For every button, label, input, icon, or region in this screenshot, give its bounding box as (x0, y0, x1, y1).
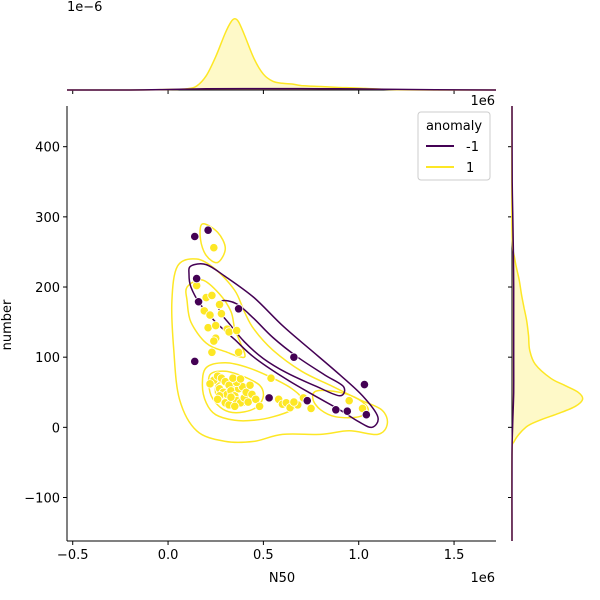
marginal-x-fill-pos (67, 18, 496, 91)
y-tick-label: 0 (52, 421, 60, 436)
x-axis-label: N50 (269, 571, 295, 586)
point-neg (264, 393, 274, 403)
contour-pos (311, 389, 370, 419)
point-neg (289, 352, 299, 362)
marginal-y-curve-pos (511, 105, 584, 542)
marginal-x-axes (66, 18, 497, 94)
x-tick-label: −0.5 (57, 548, 89, 563)
point-neg (192, 273, 202, 284)
x-tick-label: 1.5 (444, 548, 465, 563)
point-pos (344, 396, 354, 406)
y-axis-label: number (0, 299, 15, 350)
contour-pos (185, 279, 246, 359)
point-pos (213, 394, 223, 404)
legend: anomaly -1 1 (417, 111, 491, 181)
x-tick-label: 0.5 (253, 548, 274, 563)
point-pos (245, 380, 255, 390)
point-pos (205, 379, 215, 389)
x-offset-label: 1e6 (470, 571, 495, 586)
main-axes: −0.5 0.0 0.5 1.0 1.5 −100 0 100 200 300 400 (24, 106, 496, 563)
point-neg (342, 406, 352, 416)
point-neg (359, 379, 370, 390)
y-tick-label: 400 (35, 141, 60, 156)
point-pos (254, 401, 265, 411)
y-tick-label: 300 (35, 211, 60, 226)
point-pos (251, 394, 261, 404)
marginal-x-curve-pos (66, 18, 497, 91)
point-pos (235, 374, 246, 384)
x-marginal-offset-label: 1e−6 (67, 0, 102, 15)
point-pos (209, 336, 219, 346)
point-neg (234, 304, 244, 314)
y-tick-label: 100 (35, 351, 60, 366)
contour-pos (201, 362, 303, 422)
point-pos (209, 243, 219, 253)
point-pos (230, 401, 240, 411)
marginal-y-fill-pos (511, 106, 583, 541)
point-neg (361, 410, 371, 420)
legend-title: anomaly (426, 119, 482, 134)
point-pos (205, 310, 215, 320)
legend-entry-neg: -1 (466, 140, 479, 155)
point-pos (207, 347, 217, 357)
point-pos (232, 325, 242, 336)
point-pos (203, 323, 213, 333)
point-neg (193, 297, 204, 307)
point-pos (243, 397, 253, 407)
point-pos (289, 397, 299, 407)
point-neg (190, 231, 200, 242)
point-neg (302, 396, 312, 406)
x-tick-label: 1.0 (348, 548, 369, 563)
point-pos (216, 309, 227, 319)
point-pos (234, 347, 244, 357)
x-tick-label: 0.0 (158, 548, 179, 563)
y-marginal-offset-label: 1e6 (470, 94, 495, 109)
point-pos (214, 299, 225, 310)
legend-entry-pos: 1 (466, 161, 474, 176)
point-neg (331, 405, 341, 415)
point-pos (266, 373, 276, 383)
y-tick-label: 200 (35, 281, 60, 296)
point-pos (226, 392, 236, 402)
point-pos (211, 321, 221, 331)
marginal-y-curve-neg (511, 105, 515, 542)
point-pos (228, 373, 238, 383)
marginal-y-axes (508, 105, 584, 542)
point-pos (207, 290, 217, 301)
y-tick-label: −100 (24, 492, 60, 507)
contour-pos (199, 223, 227, 264)
point-neg (190, 356, 200, 366)
marginal-x-curve-neg (66, 87, 497, 91)
point-pos (306, 403, 316, 413)
point-pos (224, 327, 234, 337)
point-neg (203, 225, 213, 235)
